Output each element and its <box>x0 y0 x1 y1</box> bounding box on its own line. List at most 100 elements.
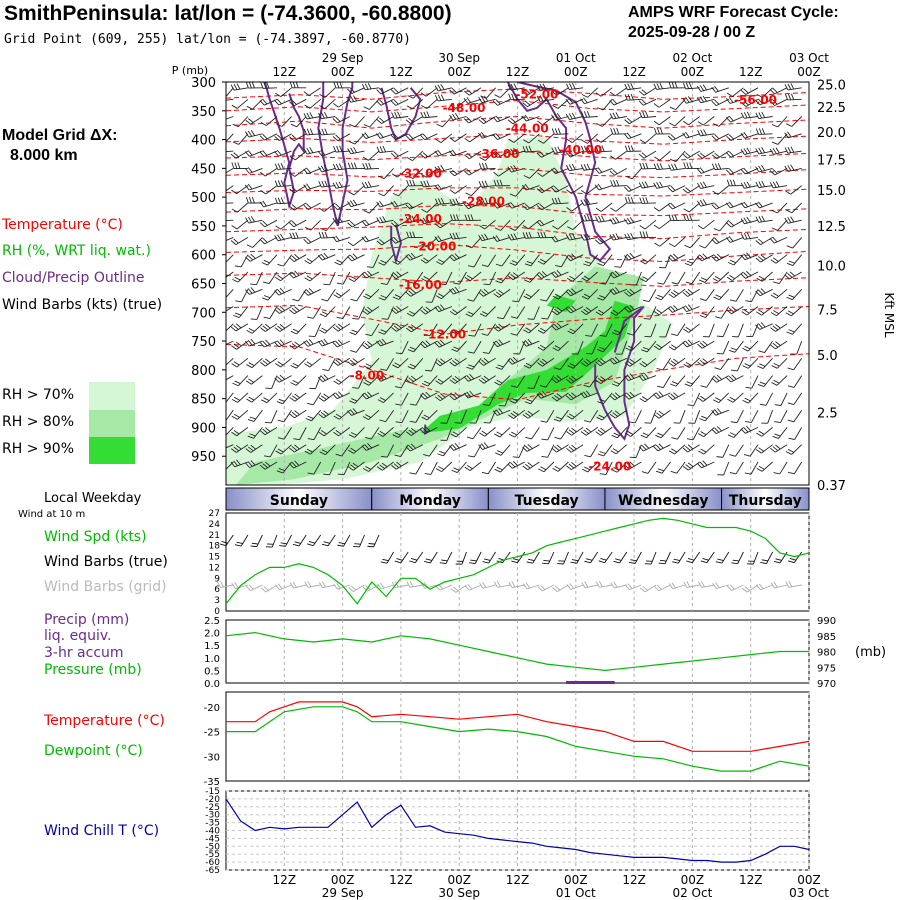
bottom-time-tick-label: 12Z <box>739 873 763 887</box>
cloud-outline <box>263 82 305 210</box>
wind-barb <box>391 219 409 228</box>
bottom-time-tick-label: 00Z <box>564 873 588 887</box>
wind-barb <box>772 427 788 439</box>
wind-barb <box>420 150 438 159</box>
wind-barb <box>449 198 467 206</box>
wind-barb <box>363 116 380 128</box>
wind-barb <box>436 116 453 128</box>
wind-barb <box>610 581 627 589</box>
wind-barb <box>450 98 467 109</box>
wind-barb <box>699 306 715 318</box>
wind-barb <box>232 116 249 128</box>
wind-barb <box>508 427 526 438</box>
wind-barb <box>655 289 671 301</box>
height-tick-label: 15.0 <box>817 184 846 199</box>
wind-barb <box>716 340 730 355</box>
wind-barb <box>421 409 438 421</box>
wind-barb <box>740 111 759 119</box>
wind-barb <box>712 271 730 282</box>
wind-barb <box>395 340 409 355</box>
wind-barb <box>747 551 759 565</box>
isotherm-line <box>226 187 809 197</box>
wind-barb <box>740 270 759 279</box>
wind-chill-legend: Wind Chill T (°C) <box>44 823 160 839</box>
wind-barb <box>318 409 336 419</box>
wind-barb <box>332 357 351 366</box>
wind-barb <box>390 150 409 158</box>
wind-barb <box>552 461 569 472</box>
wind-barb <box>653 98 671 108</box>
wind-barb <box>232 375 249 387</box>
wind-barb <box>275 444 292 455</box>
day-band-label: Monday <box>399 493 461 509</box>
wind-barb <box>451 461 467 473</box>
wind-barb <box>711 253 730 262</box>
wind-barb <box>595 87 613 97</box>
pressure-line <box>225 631 809 672</box>
wind-barb <box>420 254 438 264</box>
wind-barb <box>289 581 307 589</box>
bottom-date-label: 29 Sep <box>322 886 364 900</box>
wind-barb <box>419 391 438 400</box>
windchill-tick-label: -50 <box>205 842 220 852</box>
wind-barb <box>623 216 642 225</box>
wind-barb <box>352 375 365 389</box>
wind-barb <box>361 391 380 400</box>
wind-barb <box>711 133 730 141</box>
wind-barb <box>234 534 249 547</box>
wind-barbs-true-legend: Wind Barbs (true) <box>44 554 168 570</box>
isotherm-line <box>226 133 809 145</box>
height-tick-label: 7.5 <box>817 303 838 318</box>
wind-barb <box>463 373 482 382</box>
wind-barb <box>381 444 395 458</box>
wind-barb <box>245 130 263 138</box>
temperature-tick-label: -25 <box>204 728 220 739</box>
wind-barb <box>348 427 365 438</box>
wind-barb <box>277 254 292 267</box>
wind-barb <box>551 167 569 175</box>
precip-legend-3: 3-hr accum <box>44 645 124 661</box>
height-tick-label: 22.5 <box>817 101 846 116</box>
rh-70-label: RH > 70% <box>2 387 75 403</box>
wind-barb <box>261 254 278 266</box>
wind-barb <box>624 83 642 91</box>
wind-barb <box>638 373 657 381</box>
pressure-tick-label: 800 <box>191 364 216 379</box>
wind-speed-tick-label: 15 <box>209 553 220 563</box>
wind-barb <box>265 534 278 548</box>
day-band-label: Thursday <box>729 493 802 509</box>
wind-barb <box>565 163 584 172</box>
wind-barb <box>745 409 759 423</box>
wind-barb <box>261 392 278 404</box>
wind-barb <box>580 198 598 206</box>
wind-barb <box>611 461 628 473</box>
wind-barb <box>318 202 336 212</box>
wind-barb <box>771 116 788 128</box>
wind-barb <box>510 323 526 336</box>
height-tick-label: 25.0 <box>817 78 846 93</box>
isotherm-label: -40.00 <box>559 143 602 157</box>
wind-barb <box>628 551 642 564</box>
wind-barb <box>392 185 409 197</box>
wind-barb <box>669 98 686 111</box>
isotherm-line <box>226 243 809 263</box>
wind-barb <box>424 461 438 475</box>
wind-barb <box>726 179 744 187</box>
wind-barb <box>479 306 496 317</box>
wind-barb <box>464 584 482 591</box>
main-plot-area <box>226 82 809 485</box>
wind-barb <box>274 287 292 296</box>
wind-barb <box>790 340 803 355</box>
wind-barb <box>668 288 686 298</box>
pressure-tick-label: 900 <box>191 421 216 436</box>
wind-barb <box>274 323 292 332</box>
wind-barb <box>405 215 423 223</box>
wind-barb <box>757 357 773 369</box>
cloud-outline <box>506 82 612 262</box>
wind-barb <box>671 323 686 336</box>
wind-barb <box>671 271 686 285</box>
pressure-tick-label: 350 <box>191 105 216 120</box>
wind-barb <box>361 83 380 91</box>
wind-barb <box>332 391 351 400</box>
wind-barb <box>361 219 380 227</box>
